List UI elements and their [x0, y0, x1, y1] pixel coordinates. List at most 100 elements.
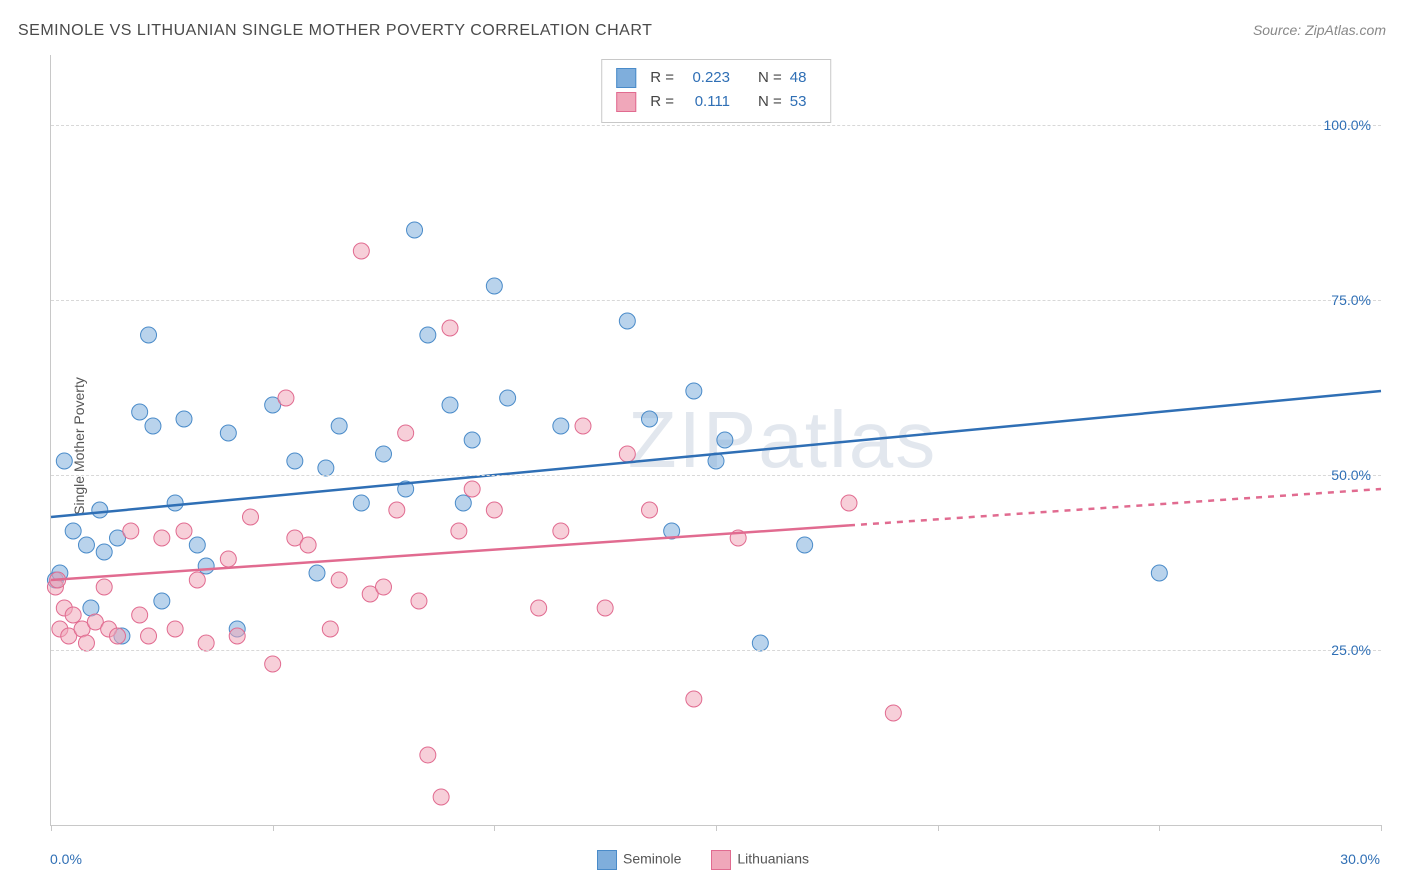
- data-point: [141, 327, 157, 343]
- data-point: [189, 572, 205, 588]
- stat-r-value: 0.111: [682, 90, 730, 114]
- data-point: [575, 418, 591, 434]
- data-point: [597, 600, 613, 616]
- legend-label: Lithuanians: [737, 851, 809, 867]
- data-point: [176, 411, 192, 427]
- data-point: [642, 411, 658, 427]
- data-point: [56, 453, 72, 469]
- stat-legend-row: R =0.223N =48: [616, 66, 816, 90]
- source-label: Source: ZipAtlas.com: [1253, 22, 1386, 38]
- data-point: [167, 495, 183, 511]
- data-point: [198, 558, 214, 574]
- stat-r-value: 0.223: [682, 66, 730, 90]
- data-point: [752, 635, 768, 651]
- data-point: [686, 383, 702, 399]
- legend-swatch: [616, 68, 636, 88]
- data-point: [265, 656, 281, 672]
- x-tick: [1381, 825, 1382, 831]
- data-point: [486, 278, 502, 294]
- data-point: [442, 320, 458, 336]
- data-point: [300, 537, 316, 553]
- data-point: [500, 390, 516, 406]
- stat-legend-row: R = 0.111 N = 53: [616, 90, 816, 114]
- legend-swatch: [616, 92, 636, 112]
- stat-r-label: R =: [650, 66, 674, 90]
- data-point: [407, 222, 423, 238]
- stat-legend: R = 0.223 N = 48R = 0.111 N = 53: [601, 59, 831, 123]
- data-point: [154, 530, 170, 546]
- data-point: [353, 243, 369, 259]
- legend-label: Seminole: [623, 851, 681, 867]
- data-point: [278, 390, 294, 406]
- data-point: [455, 495, 471, 511]
- data-point: [145, 418, 161, 434]
- data-point: [65, 607, 81, 623]
- data-point: [686, 691, 702, 707]
- data-point: [132, 607, 148, 623]
- data-point: [176, 523, 192, 539]
- x-tick: [51, 825, 52, 831]
- data-point: [442, 397, 458, 413]
- data-point: [331, 572, 347, 588]
- data-point: [389, 502, 405, 518]
- data-point: [376, 446, 392, 462]
- y-tick-label: 75.0%: [1331, 292, 1371, 308]
- bottom-legend: Seminole Lithuanians: [597, 850, 809, 870]
- data-point: [110, 628, 126, 644]
- data-point: [642, 502, 658, 518]
- data-point: [96, 544, 112, 560]
- bottom-legend-item: Lithuanians: [711, 850, 809, 870]
- data-point: [322, 621, 338, 637]
- stat-n-value: 48: [790, 66, 816, 90]
- data-point: [189, 537, 205, 553]
- trend-line: [51, 391, 1381, 517]
- data-point: [717, 432, 733, 448]
- data-point: [433, 789, 449, 805]
- stat-n-label: N =: [758, 90, 782, 114]
- data-point: [411, 593, 427, 609]
- plot-area: ZIPatlas R =0.223N =48R =0.111N =53 25.0…: [50, 55, 1381, 826]
- gridline: [51, 475, 1381, 476]
- y-tick-label: 50.0%: [1331, 467, 1371, 483]
- chart-container: SEMINOLE VS LITHUANIAN SINGLE MOTHER POV…: [0, 0, 1406, 892]
- data-point: [486, 502, 502, 518]
- data-point: [885, 705, 901, 721]
- x-axis-max-label: 30.0%: [1340, 851, 1380, 867]
- data-point: [331, 418, 347, 434]
- x-axis-min-label: 0.0%: [50, 851, 82, 867]
- x-tick: [938, 825, 939, 831]
- data-point: [220, 425, 236, 441]
- data-point: [154, 593, 170, 609]
- gridline: [51, 300, 1381, 301]
- y-tick-label: 25.0%: [1331, 642, 1371, 658]
- y-tick-label: 100.0%: [1324, 117, 1371, 133]
- data-point: [123, 523, 139, 539]
- data-point: [167, 621, 183, 637]
- data-point: [553, 418, 569, 434]
- data-point: [96, 579, 112, 595]
- data-point: [553, 523, 569, 539]
- x-tick: [716, 825, 717, 831]
- data-point: [243, 509, 259, 525]
- data-point: [198, 635, 214, 651]
- data-point: [141, 628, 157, 644]
- data-point: [464, 481, 480, 497]
- data-point: [78, 635, 94, 651]
- trend-line: [51, 525, 849, 580]
- data-point: [309, 565, 325, 581]
- data-point: [78, 537, 94, 553]
- data-point: [531, 600, 547, 616]
- data-point: [353, 495, 369, 511]
- data-point: [92, 502, 108, 518]
- stat-r-label: R =: [650, 90, 674, 114]
- data-point: [420, 747, 436, 763]
- data-point: [318, 460, 334, 476]
- chart-title: SEMINOLE VS LITHUANIAN SINGLE MOTHER POV…: [18, 22, 652, 40]
- data-point: [797, 537, 813, 553]
- data-point: [220, 551, 236, 567]
- bottom-legend-item: Seminole: [597, 850, 681, 870]
- stat-n-value: 53: [790, 90, 816, 114]
- data-point: [841, 495, 857, 511]
- data-point: [420, 327, 436, 343]
- x-tick: [273, 825, 274, 831]
